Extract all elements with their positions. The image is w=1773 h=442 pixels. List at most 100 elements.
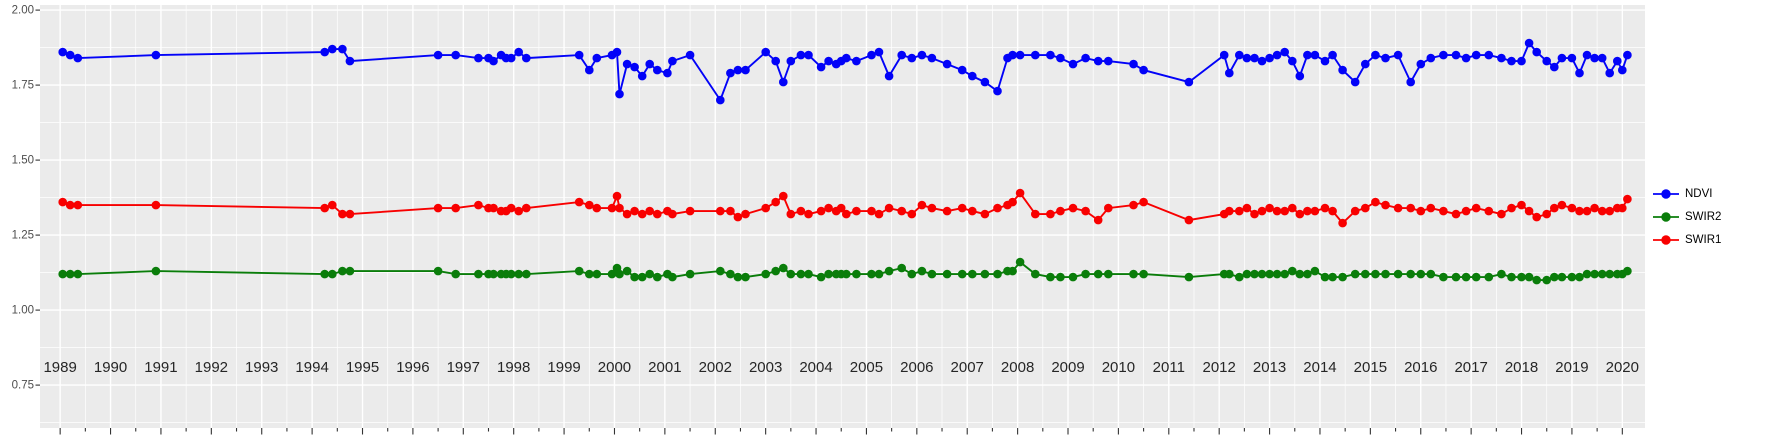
x-tick-label: 1989 xyxy=(43,359,76,376)
swir2-point xyxy=(824,269,833,279)
swir2-point xyxy=(1416,269,1426,279)
legend-label-ndvi: NDVI xyxy=(1685,188,1713,200)
swir1-point xyxy=(1310,206,1320,216)
swir2-point xyxy=(1235,272,1244,282)
swir2-point xyxy=(1056,272,1065,282)
swir1-point xyxy=(874,209,884,219)
legend-item-swir1: SWIR1 xyxy=(1652,232,1721,248)
swir1-point xyxy=(1328,206,1337,216)
ndvi-point xyxy=(993,86,1002,96)
x-tick-label: 1994 xyxy=(295,359,328,376)
x-tick-label: 2000 xyxy=(598,359,631,376)
ndvi-point xyxy=(338,44,347,54)
swir1-point xyxy=(433,203,443,213)
swir1-point xyxy=(1582,206,1592,216)
ndvi-point xyxy=(151,50,161,60)
swir1-point xyxy=(1056,206,1065,216)
swir2-point xyxy=(733,272,743,282)
swir2-point xyxy=(474,269,483,279)
swir2-point xyxy=(1081,269,1090,279)
swir2-point xyxy=(1471,272,1481,282)
ndvi-point xyxy=(1507,56,1516,66)
swir2-point xyxy=(980,269,990,279)
swir1-point xyxy=(1567,203,1577,213)
swir1-point xyxy=(474,200,483,210)
ndvi-point xyxy=(1582,50,1592,60)
swir2-point xyxy=(1068,272,1078,282)
swir1-point xyxy=(592,203,602,213)
ndvi-point xyxy=(630,62,639,72)
swir1-point xyxy=(1542,209,1551,219)
ndvi-point xyxy=(968,71,977,81)
swir1-point xyxy=(1139,197,1148,207)
ndvi-point xyxy=(58,47,67,57)
x-tick-label: 2008 xyxy=(1001,359,1034,376)
swir1-point xyxy=(1623,194,1632,204)
swir1-point xyxy=(993,203,1002,213)
swir1-point xyxy=(338,209,347,219)
y-tick-label: 1.75 xyxy=(12,80,34,92)
ndvi-point xyxy=(1184,77,1194,87)
swir2-points xyxy=(58,257,1632,285)
swir1-point xyxy=(1068,203,1078,213)
swir2-point xyxy=(653,272,662,282)
swir2-point xyxy=(1139,269,1148,279)
swir2-point xyxy=(1497,269,1506,279)
legend-point-sample xyxy=(1661,189,1671,199)
swir2-point xyxy=(726,269,735,279)
ndvi-point xyxy=(345,56,355,66)
ndvi-point xyxy=(1439,50,1448,60)
swir2-point xyxy=(489,269,498,279)
swir1-point xyxy=(615,203,624,213)
swir2-point xyxy=(842,269,851,279)
swir2-point xyxy=(1393,269,1403,279)
swir2-point xyxy=(1242,269,1252,279)
x-tick-label: 1996 xyxy=(396,359,429,376)
swir1-point xyxy=(151,200,161,210)
swir2-point xyxy=(1590,269,1599,279)
swir1-point xyxy=(1590,203,1599,213)
x-tick-label: 1997 xyxy=(447,359,480,376)
legend-key-ndvi xyxy=(1653,189,1679,199)
x-tick-label: 2017 xyxy=(1454,359,1487,376)
ndvi-point xyxy=(1550,62,1559,72)
ndvi-point xyxy=(927,53,937,63)
swir1-point xyxy=(897,206,906,216)
swir1-point xyxy=(942,206,952,216)
ndvi-point xyxy=(842,53,851,63)
swir1-point xyxy=(1406,203,1415,213)
swir2-point xyxy=(771,266,780,276)
swir1-point xyxy=(612,191,622,201)
ndvi-point xyxy=(1451,50,1461,60)
swir1-point xyxy=(506,203,516,213)
ndvi-point xyxy=(1338,65,1347,75)
swir1-point xyxy=(1361,203,1370,213)
swir1-point xyxy=(771,197,780,207)
ndvi-point xyxy=(1225,68,1234,78)
ndvi-point xyxy=(1280,47,1289,57)
swir2-point xyxy=(328,269,337,279)
swir1-point xyxy=(1184,215,1194,225)
swir2-point xyxy=(1046,272,1055,282)
swir1-point xyxy=(907,209,917,219)
ndvi-point xyxy=(852,56,861,66)
ndvi-point xyxy=(1295,71,1305,81)
ndvi-point xyxy=(653,65,662,75)
legend-point-sample xyxy=(1661,212,1671,222)
swir1-point xyxy=(1235,206,1244,216)
swir1-point xyxy=(1303,206,1312,216)
swir1-point xyxy=(585,200,594,210)
swir2-point xyxy=(514,269,523,279)
ndvi-point xyxy=(824,56,833,66)
swir2-point xyxy=(1461,272,1471,282)
x-tick-label: 2005 xyxy=(850,359,883,376)
ndvi-point xyxy=(1471,50,1481,60)
swir1-point xyxy=(1371,197,1380,207)
swir2-point xyxy=(73,269,83,279)
swir2-point xyxy=(1597,269,1607,279)
swir1-point xyxy=(522,203,531,213)
ndvi-point xyxy=(1406,77,1415,87)
swir1-point xyxy=(685,206,695,216)
swir1-point xyxy=(1320,203,1330,213)
swir2-point xyxy=(1184,272,1194,282)
